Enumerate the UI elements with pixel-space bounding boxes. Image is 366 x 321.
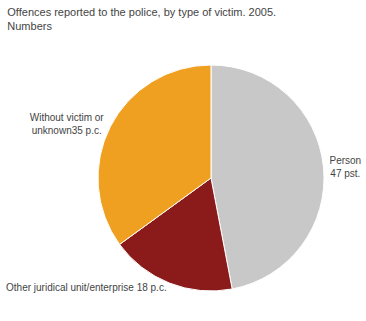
svg-text:Without victim orunknown35 p.c: Without victim orunknown35 p.c. bbox=[30, 112, 105, 136]
svg-text:Person47 pst.: Person47 pst. bbox=[329, 155, 361, 179]
svg-text:Offences reported to the polic: Offences reported to the police, by type… bbox=[7, 6, 276, 32]
svg-text:Other juridical unit/enterpris: Other juridical unit/enterprise 18 p.c. bbox=[6, 282, 167, 293]
